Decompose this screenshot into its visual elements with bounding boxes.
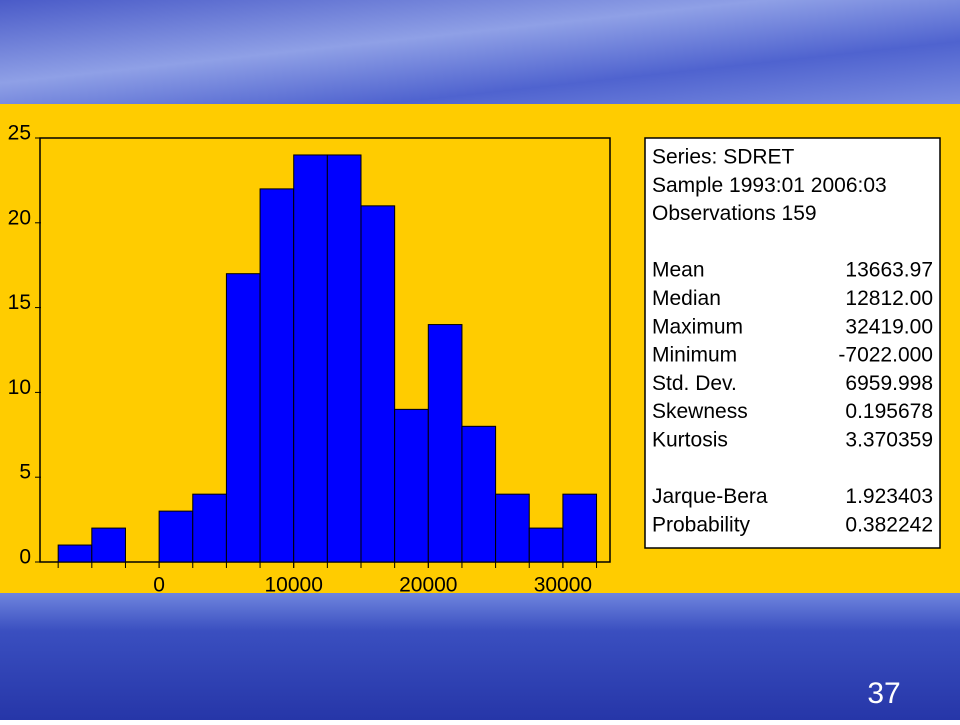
y-tick-label: 5 [19, 461, 31, 484]
x-tick-label: 10000 [265, 574, 323, 597]
stat-value: 0.195678 [845, 400, 933, 423]
y-tick-label: 0 [19, 546, 31, 569]
bar [158, 510, 194, 563]
x-tick-label: 0 [153, 574, 165, 597]
x-tick-label: 30000 [534, 574, 592, 597]
stat-label: Probability [652, 513, 751, 536]
stat-label: Median [652, 287, 721, 310]
bar [461, 425, 497, 563]
bar [91, 527, 126, 563]
bar [394, 408, 429, 563]
y-tick-label: 10 [8, 376, 31, 399]
y-tick-label: 15 [8, 291, 31, 314]
x-tick-label: 20000 [399, 574, 457, 597]
bar [528, 527, 564, 563]
stat-label: Std. Dev. [652, 372, 737, 395]
sea-background [0, 593, 960, 720]
stat-label: Maximum [652, 315, 743, 338]
bar [360, 205, 396, 563]
stat-label: Mean [652, 259, 705, 282]
sky-background [0, 0, 960, 104]
bar [225, 273, 261, 563]
bar [192, 493, 227, 563]
stat-label: Jarque-Bera [652, 485, 768, 508]
stat-value: 3.370359 [845, 429, 933, 452]
stat-value: 13663.97 [845, 259, 933, 282]
bar [57, 544, 93, 563]
stat-value: 6959.998 [845, 372, 933, 395]
bar [259, 188, 295, 563]
stats-header: Observations 159 [652, 202, 817, 225]
bar [293, 154, 328, 563]
bar [562, 493, 598, 563]
page-number: 37 [867, 677, 900, 710]
stat-value: 32419.00 [845, 315, 933, 338]
stat-value: 12812.00 [845, 287, 933, 310]
y-tick-label: 20 [8, 206, 31, 229]
bar [427, 324, 463, 563]
stat-label: Kurtosis [652, 429, 728, 452]
y-tick-label: 25 [8, 122, 31, 145]
stat-label: Minimum [652, 344, 737, 367]
stat-value: 0.382242 [845, 513, 933, 536]
stat-label: Skewness [652, 400, 748, 423]
stat-value: 1.923403 [845, 485, 933, 508]
stats-header: Sample 1993:01 2006:03 [652, 174, 887, 197]
bar [326, 154, 362, 563]
stats-box [644, 137, 941, 549]
stat-value: -7022.000 [838, 344, 933, 367]
stats-header: Series: SDRET [652, 146, 795, 169]
bar [495, 493, 530, 563]
